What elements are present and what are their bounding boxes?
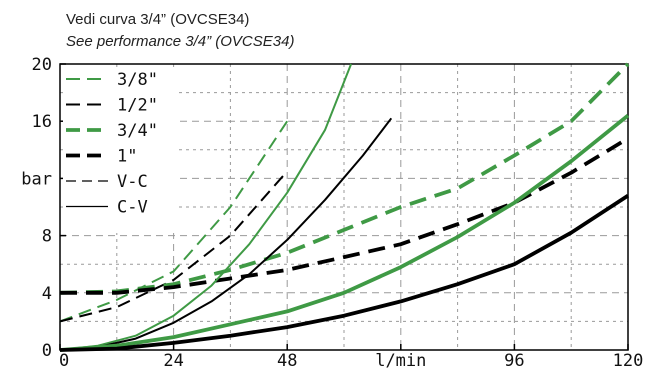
legend-label: 1"	[117, 147, 137, 167]
legend-background	[63, 67, 175, 233]
note-italian: Vedi curva 3/4” (OVCSE34)	[66, 11, 249, 28]
legend-label: C-V	[117, 198, 148, 218]
series-line-c-v-1-2	[59, 117, 393, 351]
x-tick-label: 0	[59, 351, 69, 369]
legend-label: 3/4"	[117, 121, 158, 141]
series-lines	[59, 62, 630, 352]
y-tick-label: 4	[42, 284, 52, 304]
x-tick-label: 48	[277, 351, 297, 369]
y-tick-label: 0	[42, 341, 52, 361]
x-tick-label: l/min	[375, 351, 426, 369]
x-tick-label: 96	[504, 351, 524, 369]
y-tick-label: bar	[21, 169, 52, 189]
series-line-c-v-3-4	[59, 114, 630, 352]
x-tick-label: 24	[163, 351, 183, 369]
series-line-c-v-1	[59, 194, 630, 352]
x-tick-label: 120	[613, 351, 644, 369]
legend: 3/8" 1/2" 3/4" 1" V-C C-V	[63, 67, 175, 233]
legend-label: 3/8"	[117, 70, 158, 90]
series-line-v-c-3-8	[59, 120, 289, 323]
series-line-v-c-3-4	[59, 62, 630, 295]
plot-frame	[59, 63, 629, 351]
y-tick-label: 20	[32, 55, 52, 75]
series-line-v-c-1	[60, 136, 629, 295]
y-tick-label: 16	[32, 112, 52, 132]
note-english: See performance 3/4” (OVCSE34)	[66, 33, 294, 50]
y-tick-label: 8	[42, 227, 52, 247]
series-line-c-v-3-8	[59, 63, 353, 351]
legend-label: V-C	[117, 172, 148, 192]
legend-label: 1/2"	[117, 96, 158, 116]
series-line-v-c-1-2	[59, 170, 288, 323]
